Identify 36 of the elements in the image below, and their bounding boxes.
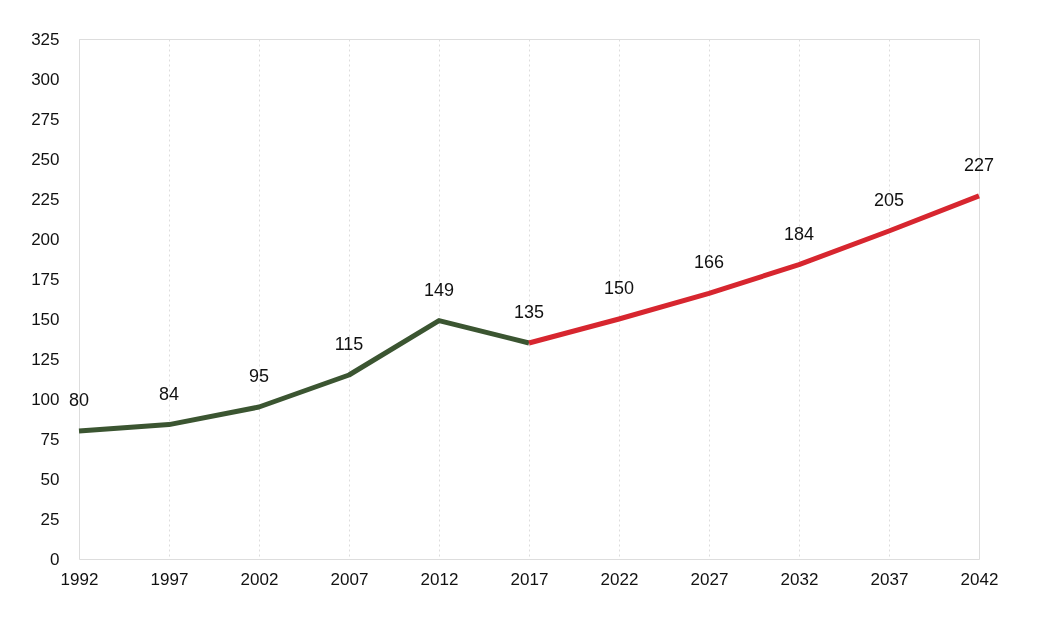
y-tick-label: 0 (50, 549, 60, 569)
x-tick-label: 2037 (870, 569, 909, 589)
data-label: 227 (963, 154, 995, 175)
x-tick-label: 2022 (600, 569, 639, 589)
y-tick-label: 100 (31, 389, 60, 409)
data-label: 150 (603, 278, 635, 298)
x-tick-label: 2007 (330, 569, 369, 589)
data-label: 135 (513, 302, 545, 322)
data-label: 84 (158, 383, 180, 404)
y-tick-label: 50 (40, 469, 60, 489)
x-tick-label: 1992 (60, 569, 99, 589)
y-tick-label: 75 (40, 429, 60, 449)
data-label: 184 (783, 223, 815, 244)
x-tick-label: 1997 (150, 569, 189, 589)
data-label: 149 (423, 279, 455, 300)
x-tick-label: 2017 (510, 569, 549, 589)
data-label: 95 (248, 366, 270, 386)
data-label: 166 (693, 252, 725, 273)
x-tick-label: 2032 (780, 569, 819, 589)
y-tick-label: 325 (31, 29, 60, 49)
y-tick-label: 200 (31, 229, 60, 249)
y-tick-label: 150 (31, 309, 60, 329)
data-label: 80 (68, 390, 90, 410)
x-tick-label: 2027 (690, 569, 729, 589)
y-tick-label: 225 (31, 189, 60, 209)
y-tick-label: 125 (31, 349, 60, 369)
x-tick-label: 2042 (960, 569, 999, 589)
y-tick-label: 300 (31, 69, 60, 89)
data-label: 115 (334, 334, 364, 354)
x-tick-label: 2012 (420, 569, 459, 589)
y-tick-label: 250 (31, 149, 60, 169)
x-tick-label: 2002 (240, 569, 279, 589)
y-tick-label: 175 (31, 269, 60, 289)
data-label: 205 (873, 190, 905, 210)
y-tick-label: 275 (31, 109, 60, 129)
y-tick-label: 25 (40, 509, 60, 529)
